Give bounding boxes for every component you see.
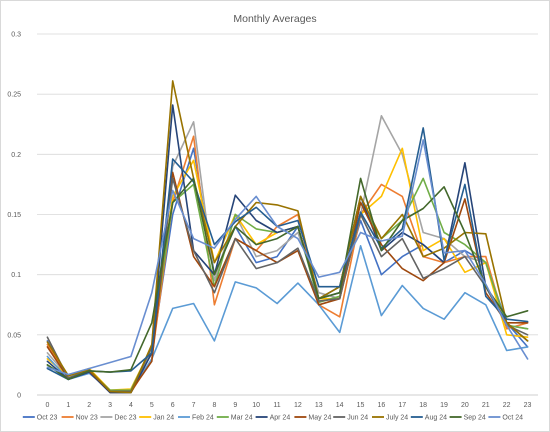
y-tick-label: 0.25	[7, 92, 21, 99]
y-tick-label: 0.3	[11, 32, 21, 39]
x-tick-label: 9	[233, 402, 237, 409]
y-tick-label: 0.15	[7, 212, 21, 219]
legend-label: July 24	[386, 415, 408, 422]
legend-label: Sep 24	[464, 415, 486, 422]
legend-label: Apr 24	[270, 415, 291, 422]
chart-title: Monthly Averages	[233, 13, 316, 25]
x-tick-label: 13	[315, 402, 323, 409]
legend-label: Aug 24	[425, 415, 447, 422]
x-tick-label: 22	[503, 402, 511, 409]
series-line	[46, 147, 529, 392]
legend-label: Oct 24	[502, 415, 523, 422]
y-tick-label: 0.2	[11, 152, 21, 159]
x-tick-label: 20	[461, 402, 469, 409]
x-tick-label: 11	[273, 402, 280, 409]
x-tick-label: 17	[398, 402, 406, 409]
x-tick-label: 14	[336, 402, 344, 409]
legend-label: Nov 23	[76, 415, 98, 422]
gridlines	[37, 33, 538, 336]
x-tick-label: 10	[252, 402, 260, 409]
y-tick-label: 0	[17, 393, 21, 400]
legend-label: Jun 24	[347, 415, 368, 422]
x-tick-label: 8	[212, 402, 216, 409]
series-line	[46, 115, 529, 393]
series-line	[46, 147, 529, 394]
series-line	[46, 80, 529, 394]
axes: 00.050.10.150.20.250.30 1 2 3 4 5 6 7 8 9 10 11 12 13…	[7, 32, 538, 409]
legend-label: May 24	[308, 415, 331, 422]
legend-label: Mar 24	[231, 415, 253, 422]
x-tick-label: 23	[524, 402, 532, 409]
series-line	[46, 127, 529, 381]
legend-label: Feb 24	[192, 415, 214, 422]
x-tick-label: 21	[482, 402, 490, 409]
x-tick-label: 12	[294, 402, 302, 409]
x-tick-label: 6	[171, 402, 175, 409]
series-line	[46, 139, 529, 376]
legend: Oct 23 Nov 23 Dec 23 Jan 24 Feb 24 Mar 24 Apr …	[22, 415, 523, 422]
x-tick-label: 3	[108, 402, 112, 409]
x-tick-label: 0	[45, 402, 49, 409]
legend-label: Oct 23	[37, 415, 58, 422]
x-tick-label: 18	[419, 402, 427, 409]
x-tick-label: 5	[150, 402, 154, 409]
series-lines	[46, 80, 529, 394]
x-tick-label: 15	[357, 402, 365, 409]
legend-label: Dec 23	[114, 415, 136, 422]
series-line	[46, 135, 529, 394]
series-line	[46, 245, 529, 393]
x-tick-label: 19	[440, 402, 448, 409]
legend-label: Jan 24	[153, 415, 174, 422]
series-line	[46, 177, 529, 393]
x-tick-label: 4	[129, 402, 133, 409]
x-tick-label: 16	[378, 402, 386, 409]
y-tick-label: 0.1	[11, 272, 21, 279]
y-tick-label: 0.05	[7, 332, 21, 339]
x-tick-label: 2	[87, 402, 91, 409]
x-tick-label: 1	[66, 402, 70, 409]
x-tick-label: 7	[192, 402, 196, 409]
